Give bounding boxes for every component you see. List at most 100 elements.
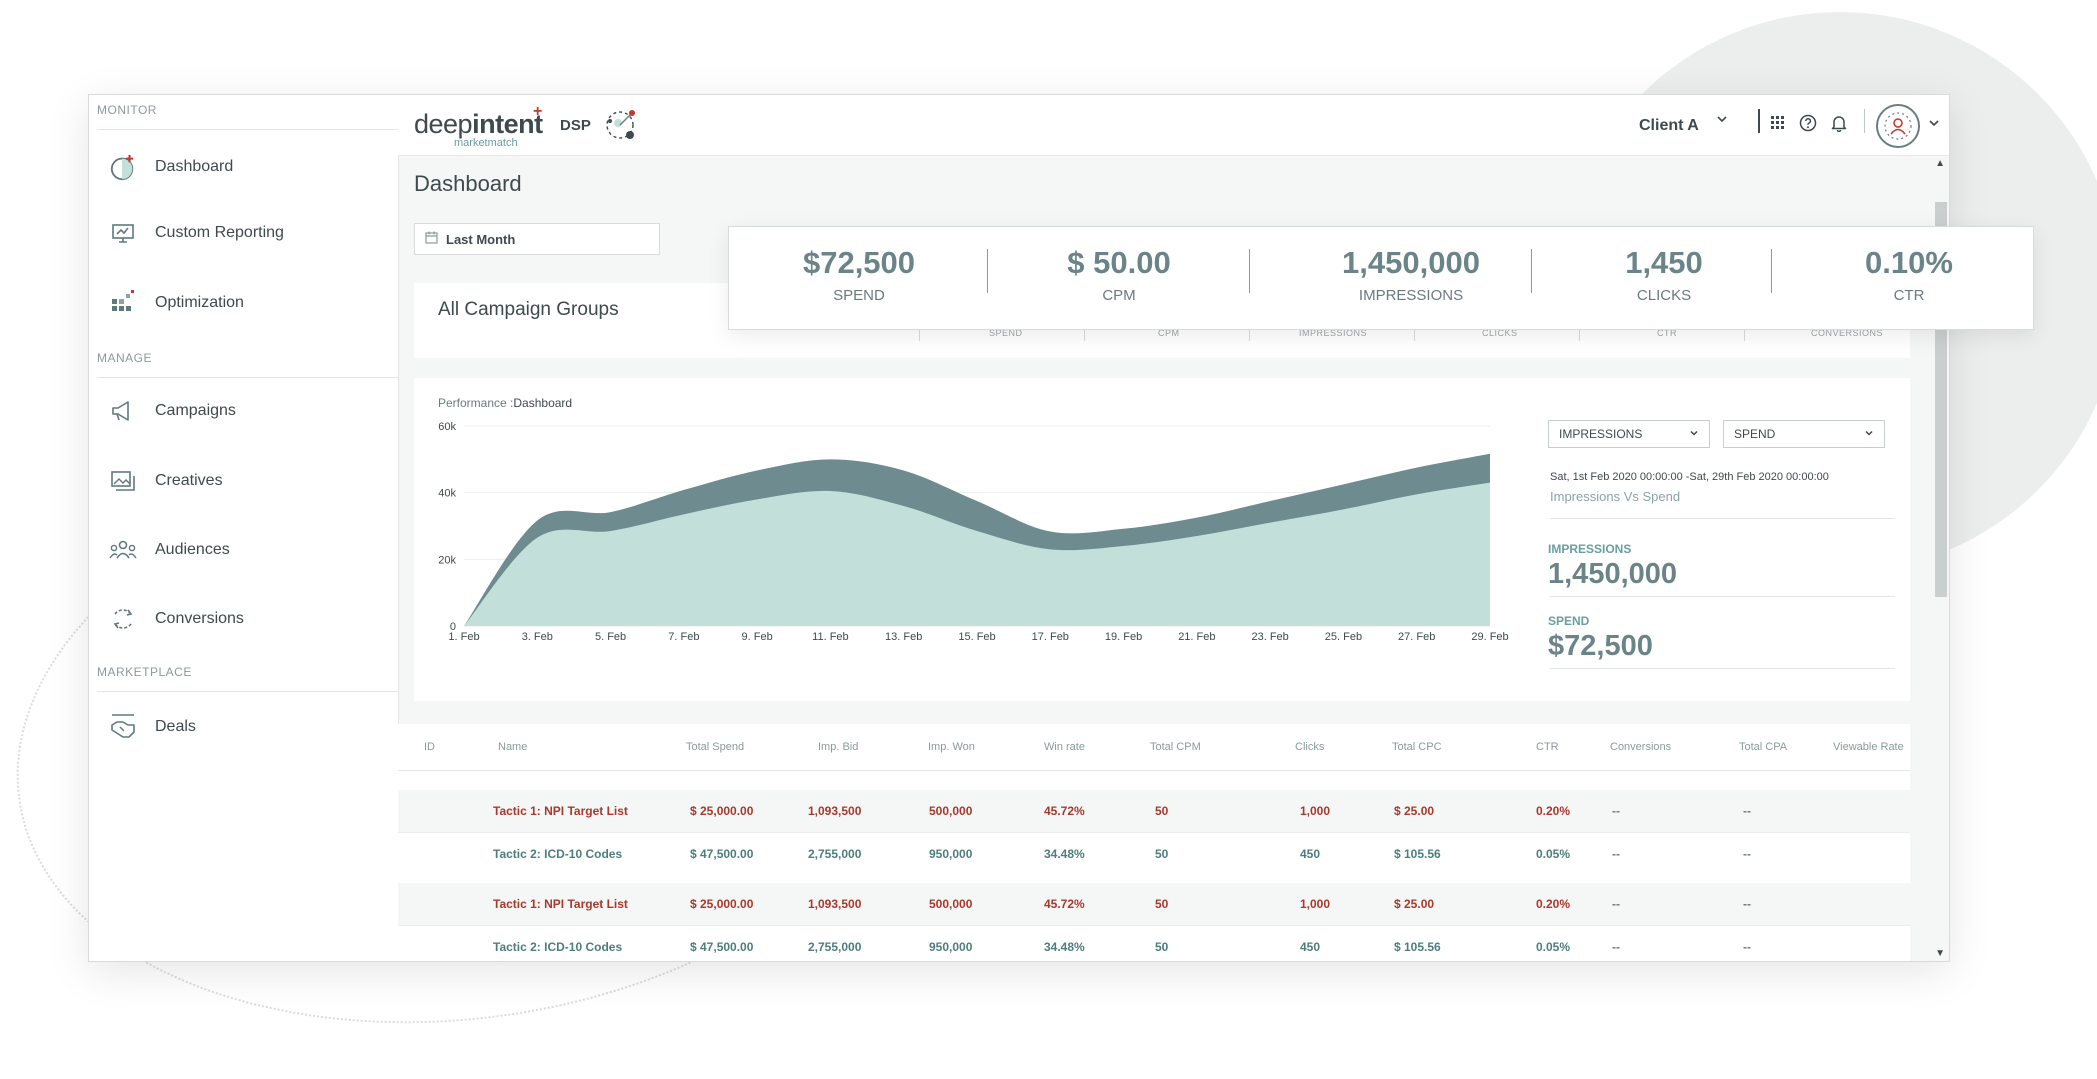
x-tick-label: 7. Feb bbox=[668, 631, 699, 643]
sidebar-item-campaigns[interactable]: Campaigns bbox=[109, 387, 389, 435]
impressions-label: IMPRESSIONS bbox=[1548, 542, 1631, 556]
cell-total-spend: $ 25,000.00 bbox=[690, 804, 753, 818]
divider bbox=[97, 129, 398, 130]
column-header-total-spend[interactable]: Total Spend bbox=[686, 741, 744, 753]
chevron-down-icon[interactable] bbox=[1716, 113, 1728, 128]
metric-label: CLICKS bbox=[1564, 287, 1764, 304]
column-header-name[interactable]: Name bbox=[498, 741, 527, 753]
sidebar-item-audiences[interactable]: Audiences bbox=[109, 526, 389, 574]
column-header-imp-won[interactable]: Imp. Won bbox=[928, 741, 975, 753]
sidebar-item-label: Creatives bbox=[155, 472, 223, 490]
cell-imp-bid: 2,755,000 bbox=[808, 940, 861, 954]
right-metric-select[interactable]: SPEND bbox=[1723, 420, 1885, 448]
column-header-imp-bid[interactable]: Imp. Bid bbox=[818, 741, 858, 753]
image-icon bbox=[109, 467, 137, 495]
sidebar-item-dashboard[interactable]: Dashboard bbox=[109, 143, 389, 191]
column-header-win-rate[interactable]: Win rate bbox=[1044, 741, 1085, 753]
metric-value: $ 50.00 bbox=[1019, 245, 1219, 281]
page-title: Dashboard bbox=[414, 171, 522, 197]
report-icon bbox=[109, 219, 137, 247]
divider bbox=[1758, 109, 1760, 133]
metrics-summary-card: $72,500 SPEND $ 50.00 CPM 1,450,000 IMPR… bbox=[728, 226, 2034, 330]
chevron-down-icon[interactable] bbox=[1924, 113, 1944, 133]
deepintent-logo[interactable]: deepintent + marketmatch bbox=[414, 109, 543, 140]
divider bbox=[1249, 249, 1250, 293]
metric-clicks: 1,450 CLICKS bbox=[1564, 227, 1764, 329]
logo-subtitle: marketmatch bbox=[454, 137, 518, 149]
sidebar-item-label: Optimization bbox=[155, 294, 244, 312]
chevron-down-icon bbox=[1689, 427, 1699, 441]
date-range-picker[interactable]: Last Month bbox=[414, 223, 660, 255]
cell-total-cpc: $ 25.00 bbox=[1394, 804, 1434, 818]
divider bbox=[97, 377, 398, 378]
performance-card: Performance :Dashboard 020k40k60k01.2k2.… bbox=[414, 378, 1910, 701]
cell-conversions: -- bbox=[1612, 940, 1620, 954]
metric-ctr: 0.10% CTR bbox=[1799, 227, 2019, 329]
metric-impressions: 1,450,000 IMPRESSIONS bbox=[1281, 227, 1541, 329]
cell-total-cpm: 50 bbox=[1155, 940, 1168, 954]
performance-title-name: Dashboard bbox=[513, 396, 572, 410]
campaign-groups-title: All Campaign Groups bbox=[438, 299, 619, 321]
column-header-id[interactable]: ID bbox=[424, 741, 435, 753]
cell-total-cpm: 50 bbox=[1155, 847, 1168, 861]
cell-clicks: 1,000 bbox=[1300, 897, 1330, 911]
column-header-ctr[interactable]: CTR bbox=[1536, 741, 1559, 753]
sidebar-item-deals[interactable]: Deals bbox=[109, 703, 389, 751]
divider bbox=[1864, 109, 1865, 133]
cell-win-rate: 34.48% bbox=[1044, 940, 1085, 954]
dsp-icon bbox=[604, 107, 640, 148]
cell-name: Tactic 1: NPI Target List bbox=[493, 804, 628, 818]
x-tick-label: 5. Feb bbox=[595, 631, 626, 643]
divider bbox=[1531, 249, 1532, 293]
sidebar-item-creatives[interactable]: Creatives bbox=[109, 457, 389, 505]
table-row[interactable]: Tactic 2: ICD-10 Codes $ 47,500.00 2,755… bbox=[398, 925, 1910, 962]
section-label-monitor: MONITOR bbox=[97, 103, 157, 117]
cell-ctr: 0.05% bbox=[1536, 847, 1570, 861]
bell-icon[interactable] bbox=[1829, 113, 1849, 133]
cell-ctr: 0.05% bbox=[1536, 940, 1570, 954]
tactics-table: ID Name Total Spend Imp. Bid Imp. Won Wi… bbox=[398, 724, 1910, 962]
sidebar-item-custom-reporting[interactable]: Custom Reporting bbox=[109, 209, 389, 257]
column-header-total-cpc[interactable]: Total CPC bbox=[1392, 741, 1442, 753]
sidebar: MONITOR Dashboard Custom Reporting Optim… bbox=[89, 95, 399, 961]
table-row[interactable]: Tactic 2: ICD-10 Codes $ 47,500.00 2,755… bbox=[398, 832, 1910, 875]
impressions-value: 1,450,000 bbox=[1548, 558, 1677, 591]
app-window: MONITOR Dashboard Custom Reporting Optim… bbox=[88, 94, 1950, 962]
table-row[interactable]: Tactic 1: NPI Target List $ 25,000.00 1,… bbox=[398, 790, 1910, 832]
help-icon[interactable] bbox=[1798, 113, 1818, 133]
cell-imp-won: 950,000 bbox=[929, 847, 972, 861]
spend-label: SPEND bbox=[1548, 614, 1589, 628]
sidebar-item-label: Conversions bbox=[155, 610, 244, 628]
x-tick-label: 11. Feb bbox=[812, 631, 849, 643]
metric-cpm: $ 50.00 CPM bbox=[1019, 227, 1219, 329]
avatar[interactable] bbox=[1876, 104, 1920, 148]
scroll-up-arrow-icon[interactable]: ▲ bbox=[1935, 158, 1945, 169]
column-header-total-cpa[interactable]: Total CPA bbox=[1739, 741, 1787, 753]
cell-ctr: 0.20% bbox=[1536, 804, 1570, 818]
sidebar-item-conversions[interactable]: Conversions bbox=[109, 595, 389, 643]
cell-imp-bid: 1,093,500 bbox=[808, 897, 861, 911]
column-header-clicks[interactable]: Clicks bbox=[1295, 741, 1324, 753]
table-row[interactable]: Tactic 1: NPI Target List $ 25,000.00 1,… bbox=[398, 883, 1910, 925]
cell-total-cpa: -- bbox=[1743, 847, 1751, 861]
cell-name: Tactic 2: ICD-10 Codes bbox=[493, 847, 622, 861]
cell-imp-won: 500,000 bbox=[929, 804, 972, 818]
cell-win-rate: 45.72% bbox=[1044, 804, 1085, 818]
left-metric-select[interactable]: IMPRESSIONS bbox=[1548, 420, 1710, 448]
x-tick-label: 19. Feb bbox=[1105, 631, 1142, 643]
scroll-down-arrow-icon[interactable]: ▼ bbox=[1935, 948, 1945, 959]
apps-grid-icon[interactable] bbox=[1768, 113, 1788, 133]
divider bbox=[398, 770, 1910, 771]
metric-spend: $72,500 SPEND bbox=[759, 227, 959, 329]
optimization-icon bbox=[109, 289, 137, 317]
client-selector[interactable]: Client A bbox=[1639, 117, 1699, 135]
calendar-icon bbox=[425, 231, 438, 247]
people-icon bbox=[109, 536, 137, 564]
sidebar-item-optimization[interactable]: Optimization bbox=[109, 279, 389, 327]
date-range-value: Last Month bbox=[446, 232, 515, 247]
column-header-conversions[interactable]: Conversions bbox=[1610, 741, 1671, 753]
column-header-total-cpm[interactable]: Total CPM bbox=[1150, 741, 1201, 753]
column-header-viewable-rate[interactable]: Viewable Rate bbox=[1833, 741, 1904, 753]
x-tick-label: 25. Feb bbox=[1325, 631, 1362, 643]
